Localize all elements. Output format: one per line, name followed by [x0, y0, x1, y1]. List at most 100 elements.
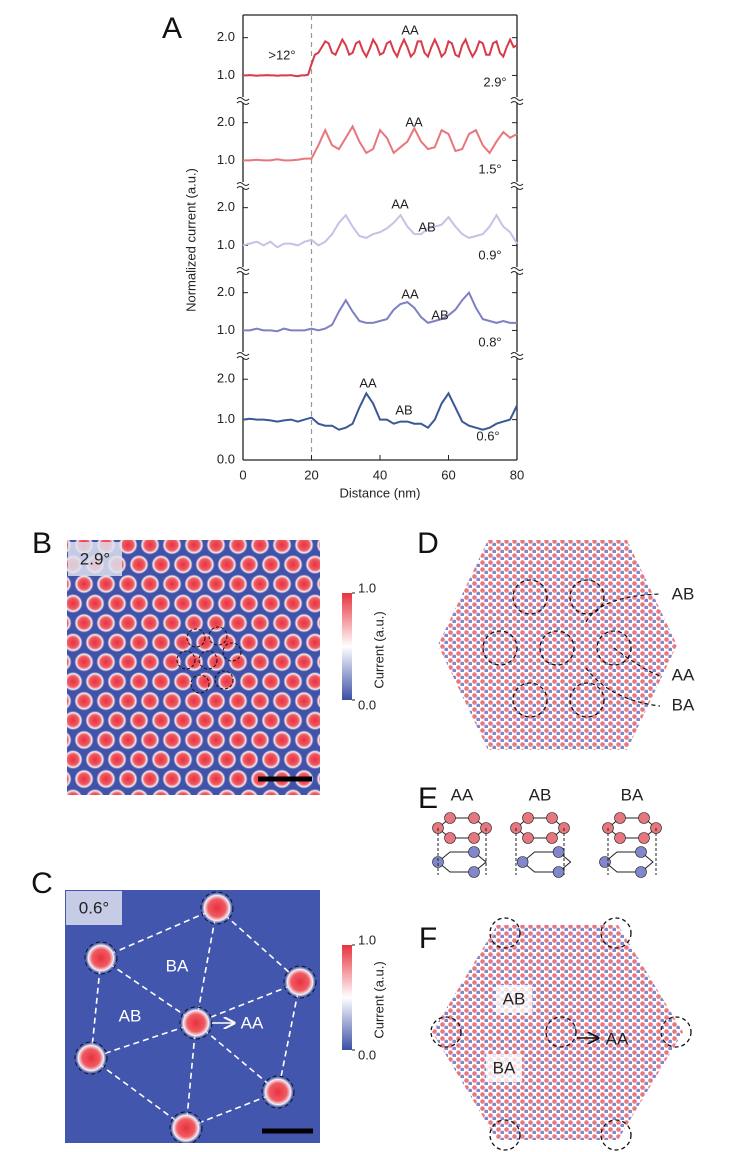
spot	[261, 788, 281, 795]
stacking-label: AA	[451, 785, 474, 804]
spot	[239, 749, 259, 770]
spot	[283, 554, 303, 575]
panel-b: B 2.9° Current (a.u.) 0.0 1.0	[32, 527, 386, 795]
spot	[239, 554, 259, 575]
spot	[173, 671, 193, 692]
spot	[173, 632, 193, 653]
spot	[96, 769, 116, 789]
spot	[173, 749, 193, 770]
region-label: AB	[672, 584, 695, 603]
spot	[294, 730, 314, 750]
atom	[614, 832, 626, 844]
spot	[74, 574, 94, 594]
spot	[184, 769, 204, 789]
domain-circle	[186, 628, 206, 648]
spot	[96, 613, 116, 633]
spot	[173, 554, 193, 575]
y-tick-label: 2.0	[217, 199, 235, 214]
spot	[151, 554, 171, 575]
spot	[217, 749, 237, 770]
domain-circle	[198, 650, 218, 670]
y-tick-label: 0.0	[217, 451, 235, 466]
spot	[195, 671, 215, 692]
spot	[151, 671, 171, 692]
spot	[96, 691, 116, 711]
axis-break-gap	[237, 182, 249, 188]
spot	[272, 574, 292, 594]
y-tick-label: 2.0	[217, 284, 235, 299]
atom	[546, 832, 558, 844]
spot	[96, 730, 116, 750]
spot	[151, 710, 171, 731]
spot	[316, 576, 320, 592]
axis-break-gap	[511, 182, 523, 188]
spot	[129, 788, 149, 795]
spot	[67, 593, 83, 614]
region-label: AA	[241, 1013, 264, 1032]
spot	[140, 574, 160, 594]
spot	[239, 710, 259, 731]
spot	[107, 710, 127, 731]
spot	[316, 732, 320, 748]
lattice-line	[100, 907, 218, 959]
domain-circle	[84, 941, 118, 975]
spot	[151, 788, 171, 795]
spot	[261, 632, 281, 653]
axis-break	[236, 97, 250, 105]
trace	[243, 37, 518, 78]
region-label: AA	[672, 665, 695, 684]
spot	[129, 593, 149, 614]
annotation: AA	[359, 375, 377, 390]
domain-circle	[222, 642, 242, 662]
spot	[283, 593, 303, 614]
spot	[162, 540, 182, 555]
annotation: AB	[418, 219, 435, 234]
spot	[140, 730, 160, 750]
spot	[96, 652, 116, 672]
colorbar	[342, 945, 352, 1050]
spot	[316, 654, 320, 670]
spot	[316, 615, 320, 631]
trace	[242, 213, 518, 249]
atom	[444, 832, 456, 844]
spot	[294, 691, 314, 711]
spot	[228, 613, 248, 633]
spot	[195, 593, 215, 614]
spot	[67, 749, 83, 770]
y-tick-label: 1.0	[217, 152, 235, 167]
spot	[305, 671, 320, 692]
spot	[206, 574, 226, 594]
y-tick-label: 1.0	[217, 322, 235, 337]
spot	[250, 540, 270, 555]
atom	[468, 832, 480, 844]
domain-circle	[176, 650, 196, 670]
spot	[85, 671, 105, 692]
colorbar-tick-label: 1.0	[358, 932, 376, 947]
spot	[305, 593, 320, 614]
x-tick-label: 0	[239, 467, 246, 482]
spot	[206, 652, 226, 672]
spot	[162, 730, 182, 750]
x-axis-label: Distance (nm)	[340, 485, 421, 500]
panel-label: F	[419, 922, 437, 955]
spot	[327, 750, 347, 770]
spot	[195, 632, 215, 653]
spot	[262, 1076, 294, 1108]
series-label: 0.8°	[478, 334, 501, 349]
atom	[444, 812, 456, 824]
axis-break	[510, 97, 524, 105]
trace	[243, 124, 518, 162]
spot	[206, 540, 226, 555]
spot	[283, 749, 303, 770]
spot	[162, 691, 182, 711]
annotation: >12°	[268, 47, 295, 62]
arrows	[585, 593, 661, 707]
spot	[107, 749, 127, 770]
domain-circle	[190, 674, 210, 694]
spot	[129, 554, 149, 575]
spot	[74, 769, 94, 789]
spot	[129, 671, 149, 692]
axis-break	[510, 182, 524, 190]
series-label: 0.9°	[478, 247, 501, 262]
